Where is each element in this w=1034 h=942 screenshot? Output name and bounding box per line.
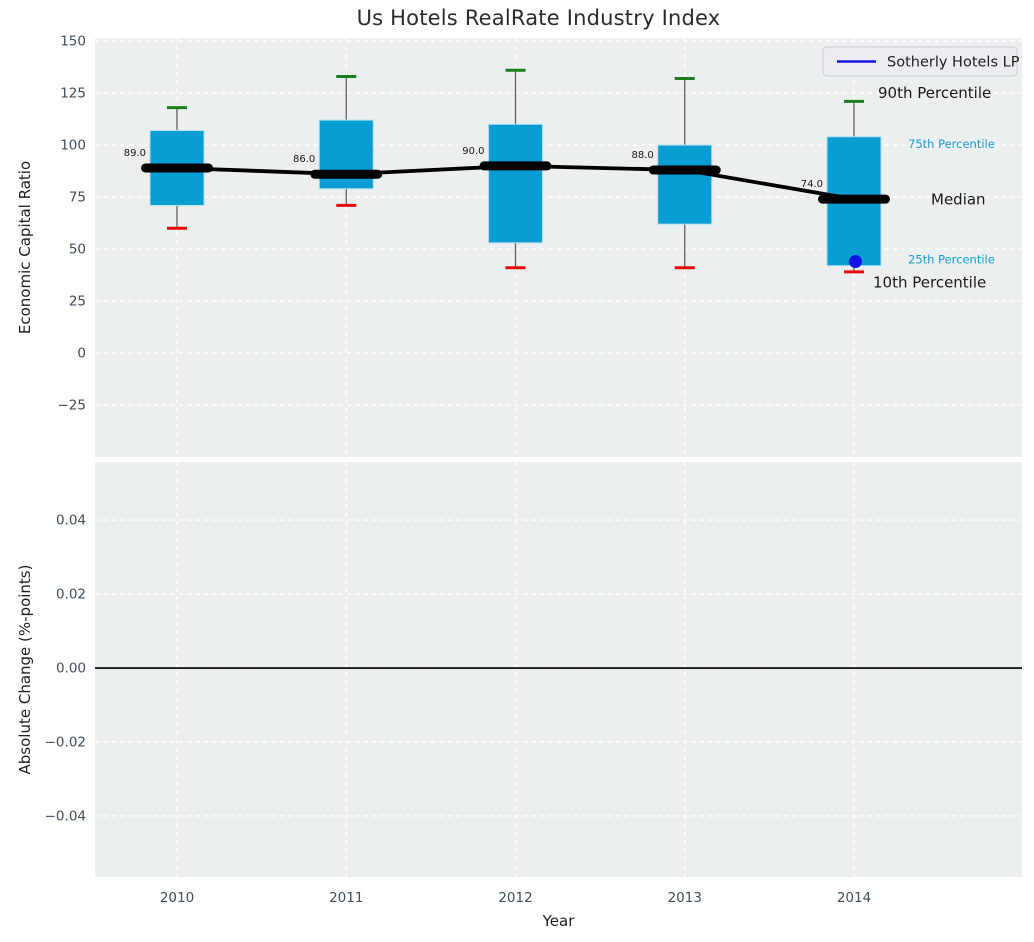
- top-subplot: 89.0 86.0 90.0 88.0 74.0 90th Percentile 75th …: [16, 34, 1022, 457]
- legend-label: Sotherly Hotels LP: [887, 55, 1020, 71]
- y-tick-label-top: 0: [77, 346, 86, 362]
- annotation-p75-percentile: 75th Percentile: [908, 137, 995, 151]
- y-tick-label-top: 125: [60, 86, 86, 102]
- figure-title: Us Hotels RealRate Industry Index: [356, 6, 721, 30]
- y-tick-label-top: 100: [60, 138, 86, 154]
- company-dot: [849, 255, 862, 269]
- median-line: [141, 163, 213, 173]
- annotation-p10-percentile: 10th Percentile: [873, 273, 986, 291]
- median-line: [310, 169, 383, 179]
- median-line: [479, 161, 552, 171]
- boxplot-2012: [488, 68, 543, 270]
- bottom-subplot: 0.04 0.02 0.00 −0.02 −0.04 Absolute Change (%…: [16, 462, 1022, 930]
- annotation-median-percentile: Median: [931, 191, 986, 209]
- x-axis-label: Year: [542, 912, 576, 930]
- y-tick-label-top: −25: [58, 398, 87, 414]
- median-value-label: 86.0: [293, 154, 315, 165]
- x-tick-label: 2014: [837, 890, 871, 906]
- median-line: [818, 194, 890, 204]
- plot-background-bottom: [95, 462, 1022, 877]
- median-value-label: 88.0: [631, 150, 653, 161]
- y-tick-label-bottom: 0.04: [56, 513, 86, 529]
- box: [657, 144, 713, 225]
- x-tick-label: 2010: [160, 890, 194, 906]
- y-tick-label-bottom: 0.02: [56, 587, 86, 603]
- annotation-p25-percentile: 25th Percentile: [908, 253, 995, 267]
- y-tick-label-top: 150: [60, 34, 86, 50]
- y-axis-label-bottom: Absolute Change (%-points): [16, 565, 34, 775]
- boxplot-2013: [657, 77, 713, 270]
- y-axis-label-top: Economic Capital Ratio: [16, 161, 34, 334]
- y-tick-label-top: 50: [69, 242, 86, 258]
- legend-box: [822, 46, 1018, 77]
- box: [488, 123, 543, 244]
- y-tick-label-bottom: −0.02: [45, 734, 86, 750]
- median-value-label: 90.0: [462, 146, 484, 157]
- median-value-label: 89.0: [124, 148, 146, 159]
- legend: Sotherly Hotels LP: [822, 46, 1020, 77]
- median-line: [648, 165, 721, 175]
- median-value-label: 74.0: [801, 179, 823, 190]
- y-tick-label-bottom: 0.00: [56, 661, 86, 677]
- y-tick-label-top: 25: [69, 294, 86, 310]
- x-tick-label: 2012: [498, 890, 532, 906]
- y-tick-label-top: 75: [69, 190, 86, 206]
- annotation-p90-percentile: 90th Percentile: [878, 84, 991, 102]
- y-tick-label-bottom: −0.04: [45, 808, 86, 824]
- x-tick-label: 2011: [329, 890, 363, 906]
- x-tick-label: 2013: [668, 890, 702, 906]
